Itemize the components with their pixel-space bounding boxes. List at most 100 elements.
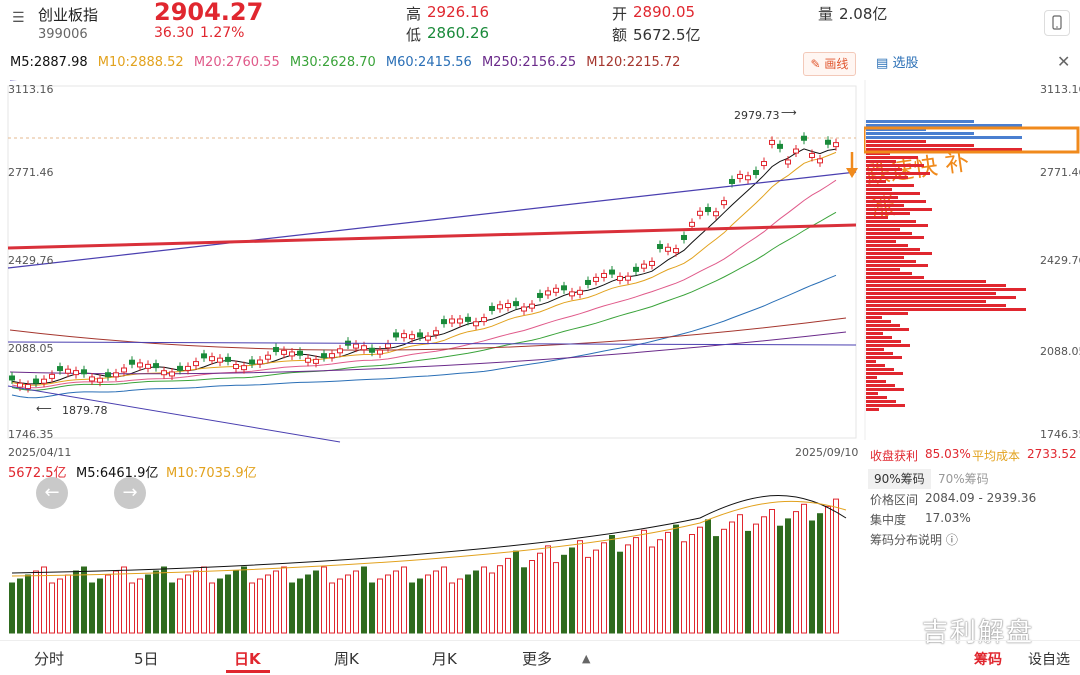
index-name: 创业板指 xyxy=(38,6,99,24)
volume-bar xyxy=(57,578,63,634)
ma-line-60 xyxy=(11,274,837,399)
kline-chart[interactable] xyxy=(0,80,860,460)
add-watchlist-button[interactable]: 设自选 xyxy=(1028,652,1070,668)
volume-bar xyxy=(489,572,495,634)
low-label: 低 xyxy=(406,26,422,44)
active-tab-indicator xyxy=(226,670,270,673)
volume-bar xyxy=(761,516,767,634)
chip-bar xyxy=(866,316,882,319)
candle-body xyxy=(201,353,207,359)
volume-bar xyxy=(713,536,719,634)
avg-cost-label: 平均成本 xyxy=(972,449,1021,463)
candle-body xyxy=(329,353,335,359)
candle-body xyxy=(105,372,111,378)
chip-bar xyxy=(866,384,895,387)
volume-bar xyxy=(425,574,431,634)
candle-body xyxy=(777,143,783,149)
chip-bar xyxy=(866,276,924,279)
volume-bar xyxy=(417,578,423,634)
tab-monthly-k[interactable]: 月K xyxy=(432,650,457,668)
landscape-button[interactable] xyxy=(1044,10,1070,36)
open-label: 开 xyxy=(612,5,628,23)
menu-icon[interactable]: ☰ xyxy=(12,10,25,26)
volume-bar xyxy=(681,541,687,634)
arrow-right-icon: → xyxy=(122,482,138,503)
low-value: 2860.26 xyxy=(427,24,490,42)
ma20-label: M20:2760.55 xyxy=(193,55,280,70)
candle-body xyxy=(393,332,399,338)
candle-body xyxy=(265,354,271,360)
y-label-4: 2088.05 xyxy=(8,342,54,355)
candle-body xyxy=(33,378,39,384)
tab-90-chips[interactable]: 90%筹码 xyxy=(868,469,931,489)
candle-body xyxy=(769,139,775,145)
candle-body xyxy=(801,135,807,141)
scroll-right-button[interactable]: → xyxy=(114,477,146,509)
candle-body xyxy=(697,210,703,216)
chips-button[interactable]: 筹码 xyxy=(974,652,1002,668)
volume-bar xyxy=(449,582,455,634)
tab-weekly-k[interactable]: 周K xyxy=(334,650,359,668)
chip-bar xyxy=(866,120,974,123)
volume-bar xyxy=(401,566,407,634)
chip-bar xyxy=(866,304,1006,307)
candle-body xyxy=(449,318,455,324)
candle-body xyxy=(649,260,655,266)
chip-bar xyxy=(866,232,912,235)
candle-body xyxy=(305,357,311,363)
chip-bar xyxy=(866,288,1026,291)
tab-intraday[interactable]: 分时 xyxy=(34,650,65,668)
candle-body xyxy=(169,371,175,377)
candle-body xyxy=(273,347,279,353)
select-stock-button[interactable]: ▤ 选股 xyxy=(876,56,919,71)
last-price: 2904.27 xyxy=(154,0,264,26)
tab-daily-k[interactable]: 日K xyxy=(234,650,261,668)
chip-bar xyxy=(866,136,1022,139)
volume-bar xyxy=(505,557,511,634)
candle-body xyxy=(321,353,327,359)
candle-body xyxy=(193,361,199,367)
volume-bar xyxy=(281,566,287,634)
y-label-3: 2429.76 xyxy=(8,254,54,267)
ma-lines xyxy=(9,148,847,399)
tab-5day[interactable]: 5日 xyxy=(134,650,159,668)
side-y-4: 2088.05 xyxy=(1040,345,1080,358)
volume-bar xyxy=(161,566,167,634)
chip-explain-link[interactable]: 筹码分布说明 ⓘ xyxy=(870,533,958,547)
volume-value: 2.08亿 xyxy=(839,5,888,23)
volume-bar xyxy=(9,582,15,634)
candle-body xyxy=(513,301,519,307)
candle-body xyxy=(337,348,343,354)
volume-bar xyxy=(777,525,783,634)
volume-bar xyxy=(241,566,247,634)
scroll-left-button[interactable]: ← xyxy=(36,477,68,509)
tab-more[interactable]: 更多 xyxy=(522,650,553,668)
chip-bar xyxy=(866,244,908,247)
volume-bar xyxy=(601,542,607,634)
close-icon[interactable]: ✕ xyxy=(1057,52,1071,71)
draw-line-button[interactable]: ✎ 画线 xyxy=(803,52,856,76)
candle-body xyxy=(833,142,839,148)
tab-70-chips[interactable]: 70%筹码 xyxy=(938,472,989,486)
candle-body xyxy=(161,370,167,376)
volume-bar xyxy=(33,570,39,634)
volume-bar xyxy=(497,565,503,634)
amount-value: 5672.5亿 xyxy=(633,26,701,44)
chip-bar xyxy=(866,404,905,407)
volume-bar xyxy=(273,570,279,634)
candle-body xyxy=(385,343,391,349)
candle-body xyxy=(257,359,263,365)
candles xyxy=(9,132,839,393)
candle-body xyxy=(425,335,431,341)
chip-bar xyxy=(866,352,893,355)
candle-body xyxy=(657,244,663,250)
period-tab-bar xyxy=(0,640,1080,675)
volume-bar xyxy=(65,574,71,634)
candle-body xyxy=(233,363,239,369)
volume-bar xyxy=(361,566,367,634)
volume-bar xyxy=(41,566,47,634)
volume-bar xyxy=(313,570,319,634)
candle-body xyxy=(369,347,375,353)
volume-bar xyxy=(201,566,207,634)
candle-body xyxy=(505,303,511,309)
